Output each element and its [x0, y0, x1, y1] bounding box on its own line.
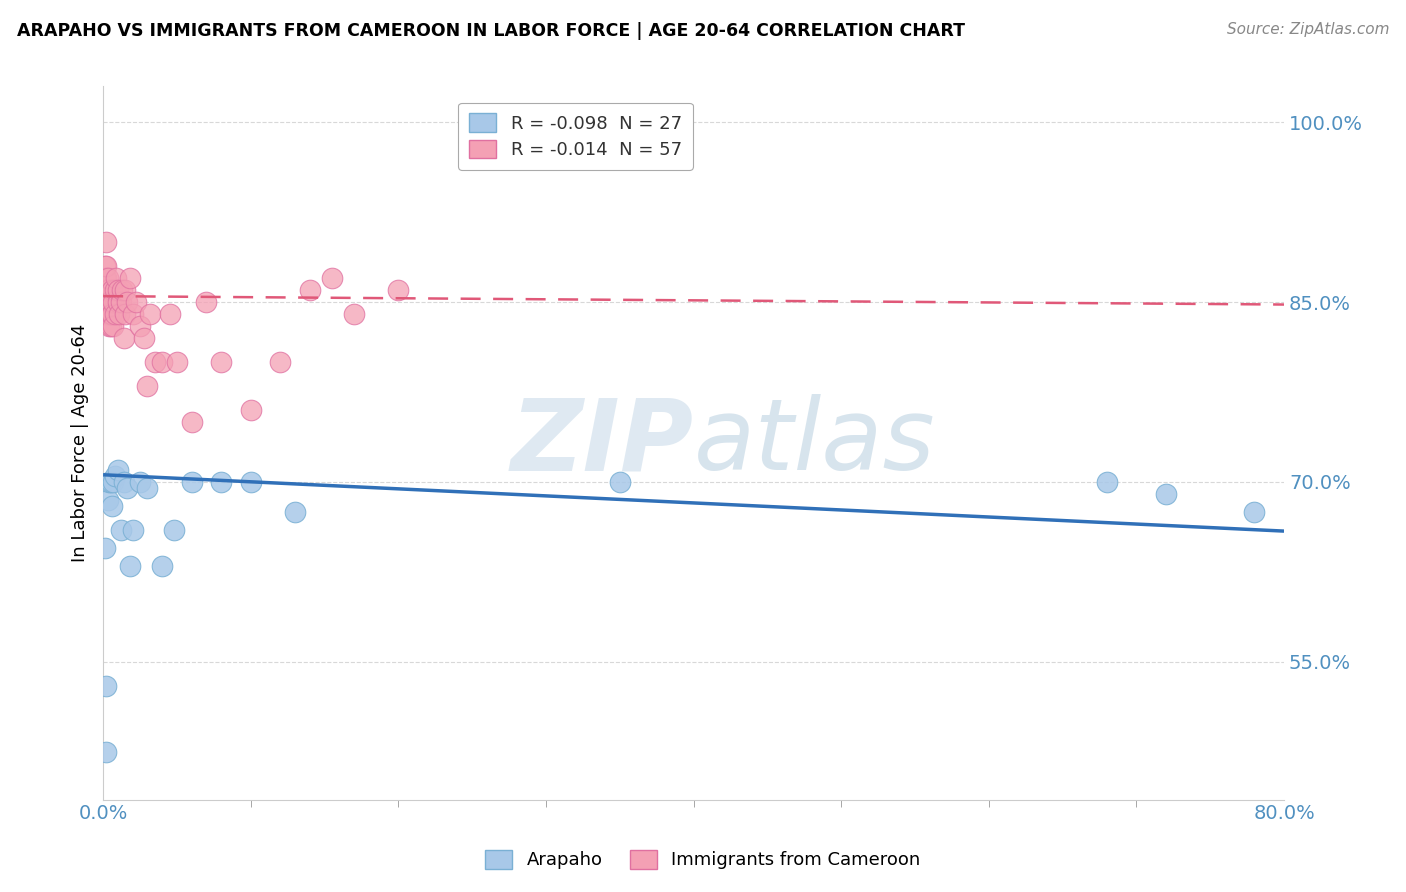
- Point: [94, 745, 117, 759]
- Point: [107, 283, 129, 297]
- Point: [96, 295, 118, 310]
- Point: [239, 403, 262, 417]
- Point: [115, 481, 138, 495]
- Point: [121, 307, 143, 321]
- Point: [98, 307, 121, 321]
- Point: [209, 475, 232, 489]
- Point: [107, 463, 129, 477]
- Point: [103, 319, 125, 334]
- Point: [93, 295, 115, 310]
- Point: [343, 307, 366, 321]
- Point: [284, 505, 307, 519]
- Point: [98, 295, 121, 310]
- Point: [103, 295, 125, 310]
- Point: [94, 283, 117, 297]
- Point: [94, 679, 117, 693]
- Point: [180, 415, 202, 429]
- Point: [118, 558, 141, 573]
- Point: [115, 295, 138, 310]
- Point: [96, 307, 118, 321]
- Point: [387, 283, 409, 297]
- Point: [96, 307, 118, 321]
- Point: [269, 355, 291, 369]
- Point: [150, 355, 173, 369]
- Text: Source: ZipAtlas.com: Source: ZipAtlas.com: [1226, 22, 1389, 37]
- Point: [111, 283, 134, 297]
- Point: [96, 492, 118, 507]
- Point: [107, 295, 129, 310]
- Point: [94, 271, 117, 285]
- Point: [159, 307, 181, 321]
- Text: ARAPAHO VS IMMIGRANTS FROM CAMEROON IN LABOR FORCE | AGE 20-64 CORRELATION CHART: ARAPAHO VS IMMIGRANTS FROM CAMEROON IN L…: [17, 22, 965, 40]
- Point: [105, 271, 128, 285]
- Point: [609, 475, 631, 489]
- Point: [129, 319, 152, 334]
- Point: [298, 283, 321, 297]
- Point: [180, 475, 202, 489]
- Point: [112, 331, 135, 345]
- Point: [103, 475, 125, 489]
- Point: [121, 523, 143, 537]
- Point: [139, 307, 162, 321]
- Point: [195, 295, 218, 310]
- Point: [150, 558, 173, 573]
- Point: [136, 379, 159, 393]
- Point: [98, 475, 121, 489]
- Point: [93, 259, 115, 273]
- Point: [110, 523, 132, 537]
- Point: [101, 499, 124, 513]
- Point: [1243, 505, 1265, 519]
- Point: [104, 307, 127, 321]
- Point: [143, 355, 166, 369]
- Point: [166, 355, 188, 369]
- Point: [100, 319, 122, 334]
- Y-axis label: In Labor Force | Age 20-64: In Labor Force | Age 20-64: [72, 324, 89, 562]
- Point: [209, 355, 232, 369]
- Point: [136, 481, 159, 495]
- Point: [1154, 487, 1177, 501]
- Point: [108, 307, 131, 321]
- Point: [93, 307, 115, 321]
- Point: [321, 271, 343, 285]
- Point: [114, 283, 136, 297]
- Point: [163, 523, 186, 537]
- Point: [93, 541, 115, 555]
- Point: [94, 259, 117, 273]
- Point: [93, 283, 115, 297]
- Point: [124, 295, 146, 310]
- Legend: R = -0.098  N = 27, R = -0.014  N = 57: R = -0.098 N = 27, R = -0.014 N = 57: [458, 103, 693, 170]
- Point: [100, 307, 122, 321]
- Text: atlas: atlas: [693, 394, 935, 491]
- Point: [94, 307, 117, 321]
- Point: [112, 475, 135, 489]
- Text: ZIP: ZIP: [510, 394, 693, 491]
- Point: [93, 271, 115, 285]
- Point: [101, 307, 124, 321]
- Point: [101, 283, 124, 297]
- Legend: Arapaho, Immigrants from Cameroon: Arapaho, Immigrants from Cameroon: [477, 841, 929, 879]
- Point: [98, 319, 121, 334]
- Point: [129, 475, 152, 489]
- Point: [118, 271, 141, 285]
- Point: [100, 475, 122, 489]
- Point: [110, 295, 132, 310]
- Point: [104, 469, 127, 483]
- Point: [96, 271, 118, 285]
- Point: [1095, 475, 1118, 489]
- Point: [114, 307, 136, 321]
- Point: [239, 475, 262, 489]
- Point: [94, 235, 117, 250]
- Point: [100, 295, 122, 310]
- Point: [104, 283, 127, 297]
- Point: [134, 331, 156, 345]
- Point: [96, 283, 118, 297]
